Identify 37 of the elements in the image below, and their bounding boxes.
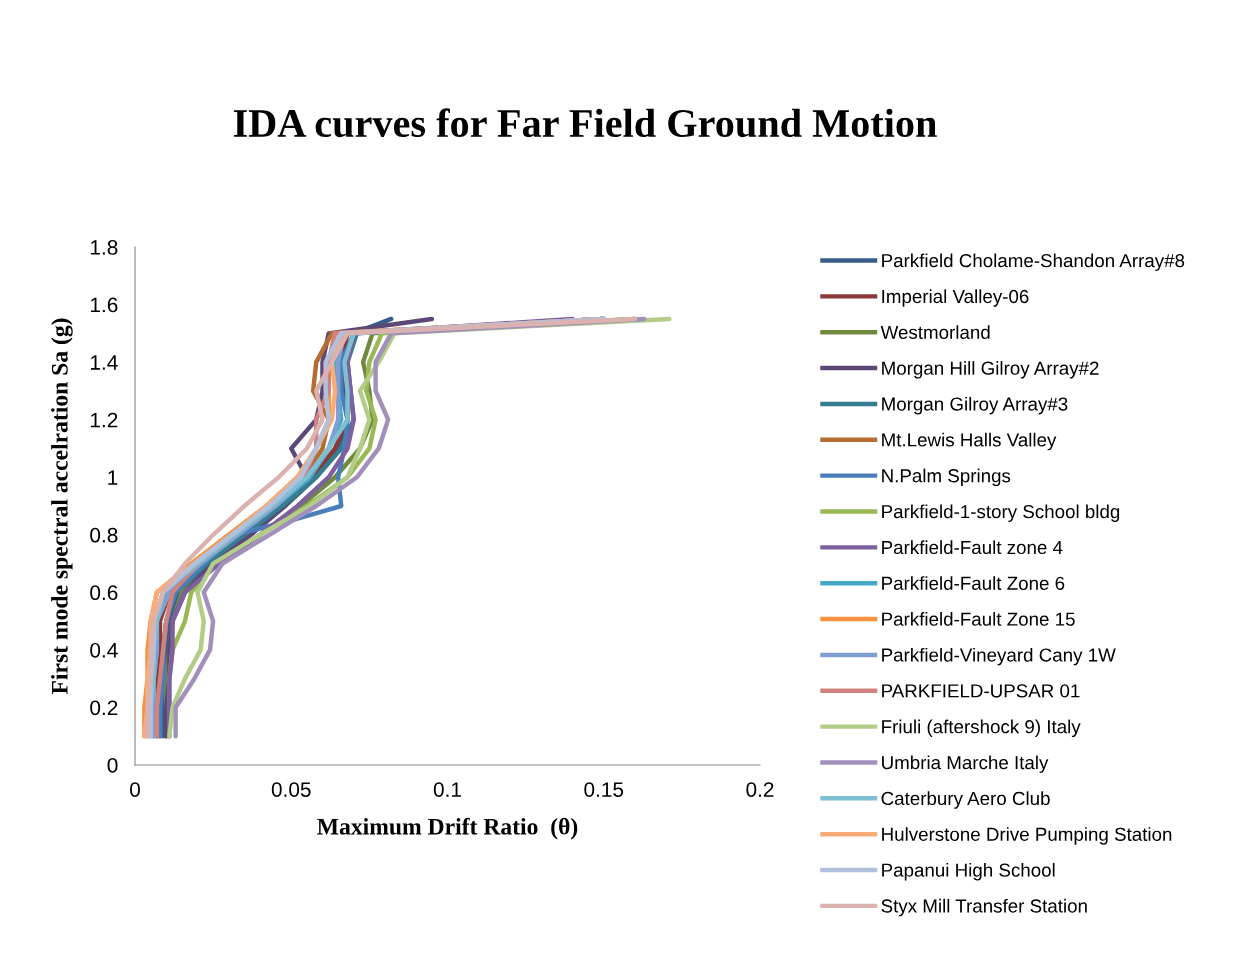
legend-label: Parkfield-Fault Zone 6: [882, 576, 1065, 590]
x-tick-label: 0.1: [433, 782, 461, 797]
y-tick-label: 0.4: [90, 642, 118, 658]
x-axis-title: Maximum Drift Ratio (θ): [317, 817, 578, 840]
legend-label: Hulverstone Drive Pumping Station: [882, 827, 1172, 845]
legend-label: Morgan Gilroy Array#3: [882, 396, 1068, 415]
chart-title: IDA curves for Far Field Ground Motion: [233, 108, 937, 138]
y-tick-label: 1.8: [90, 240, 118, 255]
legend-label: PARKFIELD-UPSAR 01: [882, 684, 1080, 698]
y-tick-label: 0.2: [90, 700, 118, 716]
legend-label: Caterbury Aero Club: [881, 791, 1050, 809]
y-tick-label: 1.2: [90, 412, 118, 428]
y-tick-label: 0: [107, 758, 118, 773]
legend-label: Papanui High School: [882, 863, 1055, 881]
legend-label: Parkfield-1-story School bldg: [882, 504, 1120, 522]
y-tick-label: 1.4: [90, 355, 118, 370]
x-tick-label: 0.05: [271, 782, 311, 797]
y-tick-label: 1.6: [90, 297, 118, 313]
legend-label: Umbria Marche Italy: [882, 755, 1049, 773]
x-tick-label: 0.2: [746, 782, 774, 797]
x-tick-label: 0.15: [584, 782, 624, 797]
legend-label: Imperial Valley-06: [882, 289, 1029, 307]
y-tick-label: 0.8: [90, 527, 118, 543]
legend-label: Styx Mill Transfer Station: [881, 898, 1087, 917]
y-tick-label: 1: [108, 470, 118, 485]
legend-label: N.Palm Springs: [882, 468, 1011, 487]
legend-label: Mt.Lewis Halls Valley: [882, 432, 1057, 451]
y-tick-label: 0.6: [90, 585, 118, 601]
legend-label: Parkfield-Fault Zone 15: [882, 612, 1075, 626]
y-axis-title: First mode spectral accelration Sa (g): [51, 318, 73, 695]
legend-label: Morgan Hill Gilroy Array#2: [882, 361, 1099, 379]
legend-label: Parkfield-Fault zone 4: [882, 540, 1063, 555]
x-tick-label: 0: [130, 782, 140, 797]
legend-label: Westmorland: [880, 325, 990, 339]
legend-label: Parkfield Cholame-Shandon Array#8: [882, 253, 1185, 271]
legend-label: Parkfield-Vineyard Cany 1W: [882, 647, 1116, 666]
legend-label: Friuli (aftershock 9) Italy: [882, 719, 1081, 738]
